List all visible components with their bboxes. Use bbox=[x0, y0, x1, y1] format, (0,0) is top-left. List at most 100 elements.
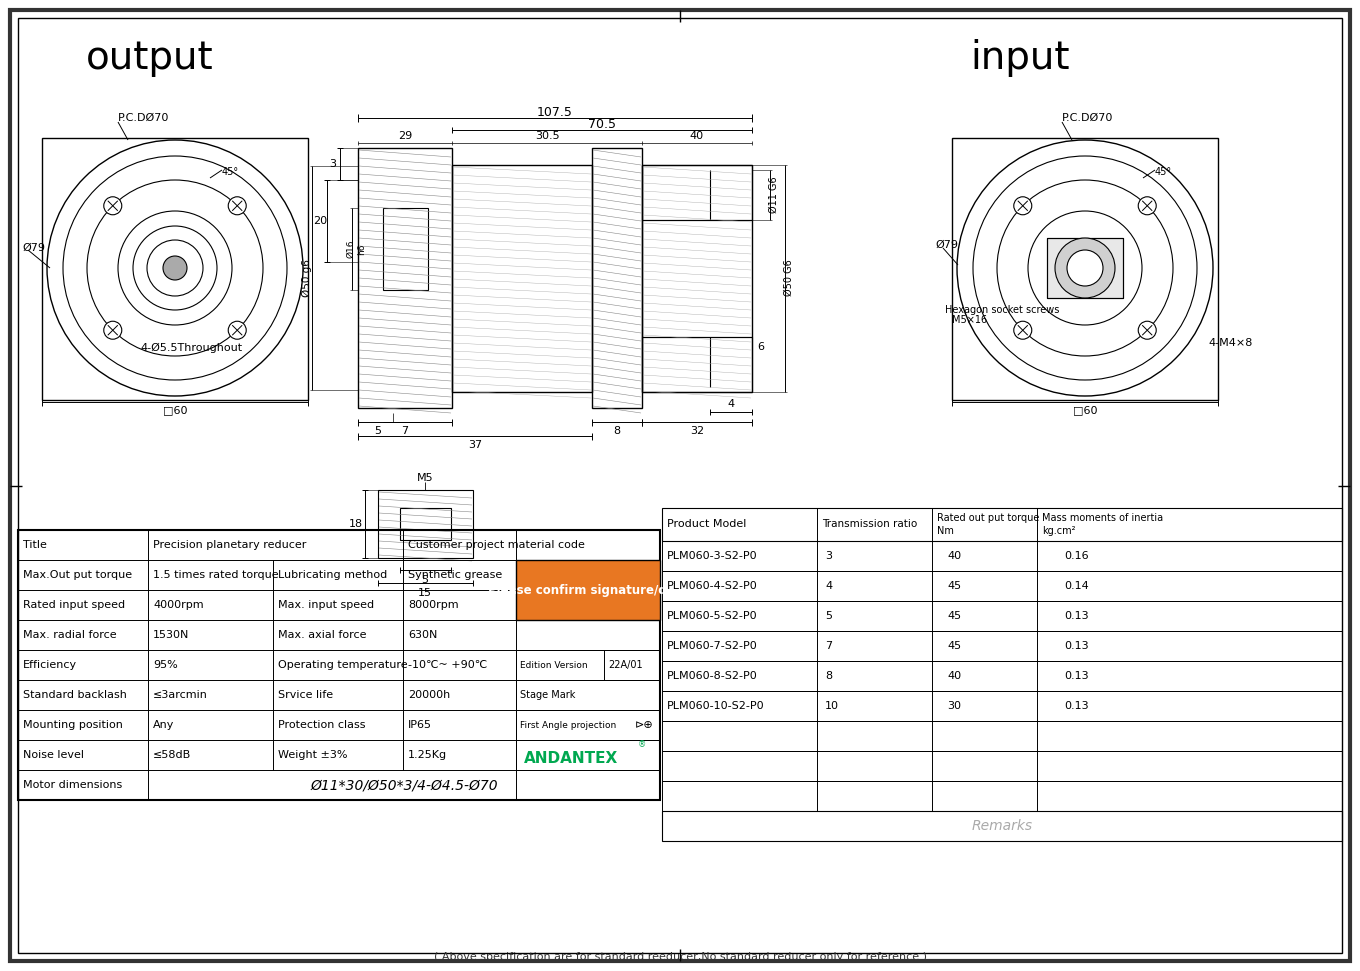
Text: PLM060-7-S2-P0: PLM060-7-S2-P0 bbox=[666, 641, 758, 651]
Text: Ø11*30/Ø50*3/4-Ø4.5-Ø70: Ø11*30/Ø50*3/4-Ø4.5-Ø70 bbox=[310, 778, 498, 792]
Text: Operating temperature: Operating temperature bbox=[277, 660, 408, 670]
Text: PLM060-3-S2-P0: PLM060-3-S2-P0 bbox=[666, 551, 758, 561]
Text: Product Model: Product Model bbox=[666, 519, 747, 529]
Text: 22A/01: 22A/01 bbox=[608, 660, 643, 670]
Text: Lubricating method: Lubricating method bbox=[277, 570, 388, 580]
Circle shape bbox=[228, 197, 246, 215]
Text: Mounting position: Mounting position bbox=[23, 720, 122, 730]
Bar bbox=[642, 337, 752, 392]
Bar bbox=[515, 680, 660, 710]
Text: 4000rpm: 4000rpm bbox=[152, 600, 204, 610]
Text: output: output bbox=[86, 39, 214, 77]
Text: First Angle projection: First Angle projection bbox=[520, 720, 616, 729]
Text: ⊳⊕: ⊳⊕ bbox=[635, 720, 654, 730]
Text: 5: 5 bbox=[826, 611, 832, 621]
Text: 0.16: 0.16 bbox=[1065, 551, 1089, 561]
Bar bbox=[662, 601, 1342, 631]
Text: PLM060-5-S2-P0: PLM060-5-S2-P0 bbox=[666, 611, 758, 621]
Text: Weight ±3%: Weight ±3% bbox=[277, 750, 348, 760]
Text: ANDANTEX: ANDANTEX bbox=[524, 751, 619, 765]
Text: input: input bbox=[970, 39, 1070, 77]
Text: 8: 8 bbox=[613, 426, 620, 436]
Text: Please confirm signature/date: Please confirm signature/date bbox=[488, 584, 688, 596]
Text: 0.13: 0.13 bbox=[1065, 671, 1089, 681]
Text: 37: 37 bbox=[468, 440, 481, 450]
Text: 29: 29 bbox=[398, 131, 412, 141]
Bar bbox=[592, 148, 642, 408]
Text: Max.Out put torque: Max.Out put torque bbox=[23, 570, 132, 580]
Text: 45: 45 bbox=[947, 611, 962, 621]
Text: P.C.DØ70: P.C.DØ70 bbox=[1062, 113, 1114, 123]
Text: Rated out put torque: Rated out put torque bbox=[937, 513, 1039, 523]
Bar bbox=[662, 508, 1342, 541]
Text: Standard backlash: Standard backlash bbox=[23, 690, 126, 700]
Text: Synthetic grease: Synthetic grease bbox=[408, 570, 502, 580]
Text: 1.25Kg: 1.25Kg bbox=[408, 750, 447, 760]
Text: 0.13: 0.13 bbox=[1065, 611, 1089, 621]
Text: Mass moments of inertia: Mass moments of inertia bbox=[1042, 513, 1163, 523]
Text: 40: 40 bbox=[947, 551, 962, 561]
Text: Transmission ratio: Transmission ratio bbox=[821, 519, 917, 529]
Circle shape bbox=[1068, 250, 1103, 286]
Circle shape bbox=[1138, 321, 1156, 339]
Text: M5: M5 bbox=[416, 473, 434, 483]
Bar bbox=[952, 138, 1219, 400]
Bar bbox=[662, 691, 1342, 721]
Text: M5×16: M5×16 bbox=[952, 315, 987, 325]
Bar bbox=[662, 781, 1342, 811]
Bar bbox=[358, 148, 452, 408]
Text: 30.5: 30.5 bbox=[534, 131, 559, 141]
Circle shape bbox=[228, 321, 246, 339]
Bar bbox=[400, 508, 452, 540]
Bar bbox=[662, 631, 1342, 661]
Text: -10℃~ +90℃: -10℃~ +90℃ bbox=[408, 660, 487, 670]
Text: 3: 3 bbox=[329, 159, 336, 169]
Text: PLM060-8-S2-P0: PLM060-8-S2-P0 bbox=[666, 671, 758, 681]
Bar bbox=[42, 138, 307, 400]
Text: 5: 5 bbox=[422, 575, 428, 585]
Text: 8000rpm: 8000rpm bbox=[408, 600, 458, 610]
Text: 20: 20 bbox=[313, 216, 326, 226]
Bar bbox=[515, 650, 660, 680]
Text: Max. input speed: Max. input speed bbox=[277, 600, 374, 610]
Text: Rated input speed: Rated input speed bbox=[23, 600, 125, 610]
Text: kg.cm²: kg.cm² bbox=[1042, 526, 1076, 536]
Text: 4-M4×8: 4-M4×8 bbox=[1208, 338, 1253, 348]
Text: 3: 3 bbox=[826, 551, 832, 561]
Bar bbox=[662, 721, 1342, 751]
Bar bbox=[515, 710, 660, 740]
Text: 45: 45 bbox=[947, 581, 962, 591]
Text: ≤58dB: ≤58dB bbox=[152, 750, 192, 760]
Bar bbox=[662, 661, 1342, 691]
Text: 45: 45 bbox=[947, 641, 962, 651]
Text: 4: 4 bbox=[728, 399, 734, 409]
Text: 20000h: 20000h bbox=[408, 690, 450, 700]
Text: 7: 7 bbox=[826, 641, 832, 651]
Text: Ø50 G6: Ø50 G6 bbox=[783, 259, 794, 296]
Text: Title: Title bbox=[23, 540, 46, 550]
Text: Ø11 G6: Ø11 G6 bbox=[768, 177, 779, 214]
Text: 4: 4 bbox=[826, 581, 832, 591]
Text: 0.13: 0.13 bbox=[1065, 641, 1089, 651]
Circle shape bbox=[1055, 238, 1115, 298]
Bar bbox=[378, 490, 473, 558]
Text: ≤3arcmin: ≤3arcmin bbox=[152, 690, 208, 700]
Text: □60: □60 bbox=[163, 405, 188, 415]
Text: 5: 5 bbox=[374, 426, 382, 436]
Text: 0.13: 0.13 bbox=[1065, 701, 1089, 711]
Text: ®: ® bbox=[638, 741, 646, 750]
Bar bbox=[662, 541, 1342, 571]
Text: PLM060-4-S2-P0: PLM060-4-S2-P0 bbox=[666, 581, 758, 591]
Text: 630N: 630N bbox=[408, 630, 438, 640]
Text: Nm: Nm bbox=[937, 526, 953, 536]
Circle shape bbox=[163, 256, 188, 280]
Text: Max. radial force: Max. radial force bbox=[23, 630, 117, 640]
Text: Max. axial force: Max. axial force bbox=[277, 630, 366, 640]
Circle shape bbox=[103, 197, 122, 215]
Text: 6: 6 bbox=[758, 342, 764, 352]
Bar bbox=[1047, 238, 1123, 298]
Text: 95%: 95% bbox=[152, 660, 178, 670]
Text: 45°: 45° bbox=[222, 167, 239, 177]
Text: 4-Ø5.5Throughout: 4-Ø5.5Throughout bbox=[140, 343, 242, 353]
Text: 30: 30 bbox=[947, 701, 962, 711]
